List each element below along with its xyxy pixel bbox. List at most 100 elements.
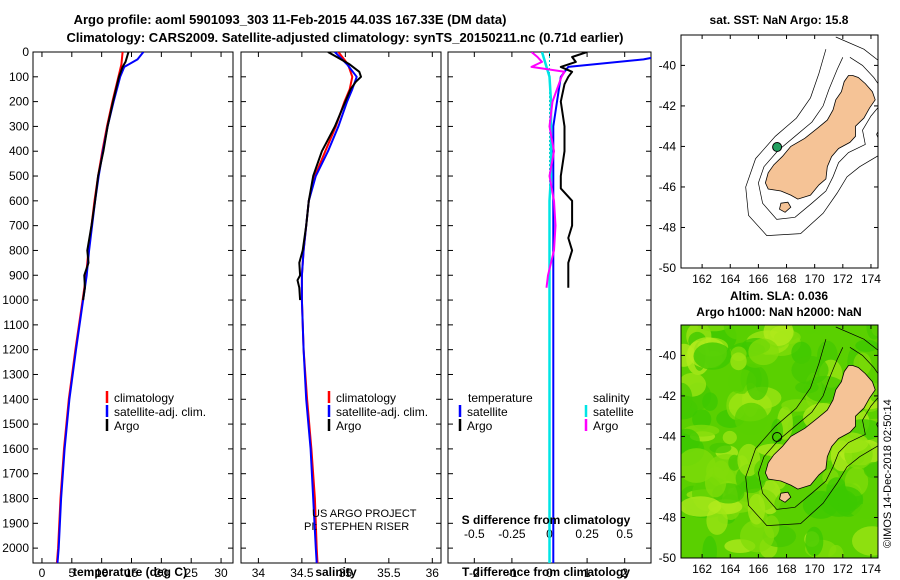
sla-field-patch [863,462,878,479]
temperature-panel [32,51,234,564]
lat-tick-label: -44 [659,429,677,443]
sla-field-patch [770,418,784,445]
legend-title-temperature: temperature [468,391,533,405]
lat-tick-label: -40 [659,58,677,72]
difference-legend: temperature satellite Argo salinity sate… [458,391,634,527]
legend-label-climatology: climatology [336,391,396,405]
legend-label-satellite: satellite-adj. clim. [336,405,428,419]
sla-field-patch [713,460,729,479]
sla-map-panel [680,324,879,559]
depth-tick-label: 100 [9,70,29,84]
x-tick-label: -2 [469,566,480,580]
lon-tick-label: 162 [692,272,712,286]
sla-field-patch [781,399,814,412]
series-line-argo [296,52,362,301]
sla-field-patch [681,382,693,415]
depth-tick-label: 500 [9,169,29,183]
lat-tick-label: -46 [659,470,677,484]
sla-field-patch [693,342,732,370]
depth-tick-label: 1600 [2,442,29,456]
x-tick-label: 1 [584,566,591,580]
bathymetry-contour-outer [745,326,878,526]
depth-tick-label: 0 [22,45,29,59]
depth-tick-label: 1700 [2,467,29,481]
x-tick-label: 30 [214,566,228,580]
x-tick-label: 36 [426,566,440,580]
s-diff-tick-label: 0.5 [616,527,633,541]
depth-tick-label: 400 [9,144,29,158]
sla-field-patch [828,544,844,558]
x-tick-label: 35.5 [377,566,401,580]
temperature-xlabel: temperature (deg C) [73,565,187,579]
salinity-series [296,52,362,563]
sla-field-patch [681,428,700,453]
s-difference-title: S difference from climatology [462,513,631,527]
sla-field-patch [722,430,737,445]
temperature-series [55,52,145,563]
sla-map-content [681,325,878,558]
sla-field-patch [746,366,769,401]
lon-tick-label: 164 [720,272,740,286]
float-position-marker [772,142,783,152]
sla-field-patch [748,338,779,366]
legend-label-satellite: satellite-adj. clim. [114,405,206,419]
x-tick-label: 15 [125,566,139,580]
series-line-argo [82,52,130,301]
lon-tick-label: 172 [833,562,853,576]
x-tick-label: -1 [507,566,518,580]
sla-field-patch [697,325,730,332]
x-tick-label: 34 [252,566,266,580]
series-line-salinity-argo [530,52,566,288]
lat-tick-label: -48 [659,220,677,234]
credit-project: US ARGO PROJECT [312,508,417,520]
depth-tick-label: 1400 [2,392,29,406]
lon-tick-label: 172 [833,272,853,286]
s-diff-tick-label: 0.25 [575,527,599,541]
sst-map-axes: 162 164 166 168 170 172 174 -40 -42 -44 -46 -48 -50 [659,35,881,286]
lon-tick-label: 168 [777,562,797,576]
sst-map-panel [680,34,879,269]
sla-map-subtitle: Argo h1000: NaN h2000: NaN [696,305,861,319]
sst-map-title: sat. SST: NaN Argo: 15.8 [710,13,849,27]
sla-field-patch [681,448,716,483]
depth-tick-label: 1500 [2,417,29,431]
lat-tick-label: -42 [659,99,677,113]
legend-label-climatology: climatology [114,391,174,405]
credit-pi: PI: STEPHEN RISER [304,521,409,533]
salinity-xlabel: salinity [315,565,357,579]
legend-label-argo: Argo [336,419,362,433]
difference-series [530,52,651,563]
lon-tick-label: 170 [805,562,825,576]
sla-field-patch [692,409,712,430]
title-line-2: Climatology: CARS2009. Satellite-adjuste… [66,30,623,45]
x-tick-label: 10 [95,566,109,580]
salinity-panel [240,51,442,564]
temperature-legend: climatology satellite-adj. clim. Argo [105,391,206,433]
depth-tick-label: 1200 [2,343,29,357]
sla-field-patch [802,490,839,519]
lat-tick-label: -42 [659,389,677,403]
bathymetry-contour-inner [758,57,878,220]
float-position-marker [772,432,783,442]
depth-tick-label: 700 [9,219,29,233]
salinity-legend: climatology satellite-adj. clim. Argo US… [304,391,428,533]
s-diff-tick-label: -0.5 [464,527,485,541]
sla-field-patch [803,325,817,335]
depth-tick-label: 1900 [2,516,29,530]
sla-field-patch [855,339,878,352]
series-line-temperature-argo [559,52,588,288]
lon-tick-label: 162 [692,562,712,576]
salinity-x-axis: 34 34.5 35 35.5 36 [252,52,440,580]
x-tick-label: 35 [339,566,353,580]
sla-field-patch [866,325,878,340]
lon-tick-label: 174 [861,562,881,576]
bathymetry-contour-inner [758,347,878,510]
south-island-land [764,75,876,200]
difference-xlabel: T difference from climatology [462,565,630,579]
depth-tick-label: 900 [9,268,29,282]
title-line-1: Argo profile: aoml 5901093_303 11-Feb-20… [74,12,507,27]
lat-tick-label: -40 [659,348,677,362]
lon-tick-label: 166 [748,562,768,576]
x-tick-label: 5 [68,566,75,580]
temperature-x-axis: 0 5 10 15 20 25 30 [39,52,228,580]
